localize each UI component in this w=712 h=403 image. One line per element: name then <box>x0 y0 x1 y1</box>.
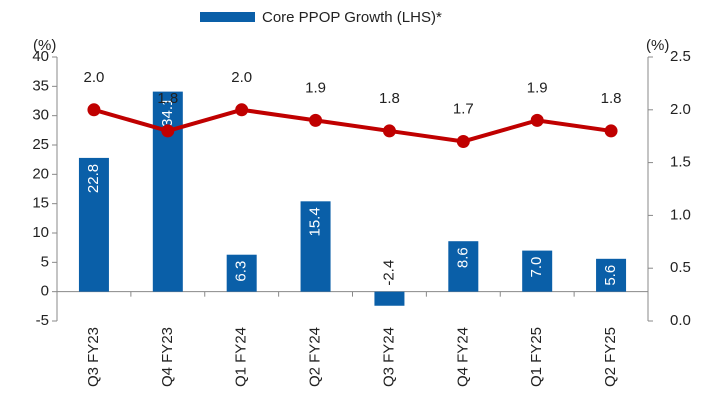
line-value-label: 2.0 <box>84 69 105 86</box>
line-marker <box>604 124 618 138</box>
y-tick-label: -5 <box>36 312 49 329</box>
legend-swatch <box>200 12 255 22</box>
bar-value-label: 5.6 <box>602 265 619 286</box>
bar-value-label: 8.6 <box>454 247 471 268</box>
y2-tick-label: 1.5 <box>670 154 691 171</box>
y2-unit: (%) <box>646 37 669 54</box>
y-tick-label: 30 <box>32 107 49 124</box>
y2-tick-label: 0.0 <box>670 312 691 329</box>
line-marker <box>87 103 101 117</box>
y-tick-label: 25 <box>32 136 49 153</box>
bar <box>448 241 479 292</box>
y-tick-label: 15 <box>32 195 49 212</box>
line-marker <box>235 103 249 117</box>
x-tick-label: Q1 FY25 <box>528 327 545 387</box>
y-tick-label: 40 <box>32 48 49 65</box>
x-tick-label: Q3 FY23 <box>85 327 102 387</box>
bar-value-label: 6.3 <box>233 261 250 282</box>
line-value-label: 1.8 <box>157 90 178 107</box>
bar <box>596 258 627 292</box>
y2-tick-label: 2.0 <box>670 101 691 118</box>
line-value-label: 1.9 <box>305 79 326 96</box>
line-marker <box>530 113 544 127</box>
y-tick-label: 10 <box>32 224 49 241</box>
line-marker <box>382 124 396 138</box>
bar <box>374 291 405 306</box>
y2-tick-label: 2.5 <box>670 48 691 65</box>
line-value-label: 2.0 <box>231 69 252 86</box>
bar-value-label: 34.1 <box>159 98 176 127</box>
legend-label: Core PPOP Growth (LHS)* <box>262 9 442 26</box>
bar <box>226 254 257 292</box>
line-value-label: 1.9 <box>527 79 548 96</box>
x-tick-label: Q4 FY23 <box>159 327 176 387</box>
x-tick-label: Q1 FY24 <box>233 327 250 387</box>
bar-value-label: 15.4 <box>307 207 324 236</box>
y-tick-label: 35 <box>32 77 49 94</box>
line <box>93 107 612 144</box>
line-marker <box>456 134 470 148</box>
x-tick-label: Q2 FY24 <box>307 327 324 387</box>
x-tick-label: Q4 FY24 <box>454 327 471 387</box>
bar-value-label: 22.8 <box>85 164 102 193</box>
y-unit: (%) <box>33 37 56 54</box>
y2-tick-label: 1.0 <box>670 206 691 223</box>
bar-value-label: -2.4 <box>380 260 397 286</box>
bar-value-label: 7.0 <box>528 257 545 278</box>
x-tick-label: Q2 FY25 <box>602 327 619 387</box>
bar <box>78 157 109 292</box>
y2-tick-label: 0.5 <box>670 259 691 276</box>
bar <box>522 250 553 292</box>
line-value-label: 1.8 <box>601 90 622 107</box>
y-tick-label: 0 <box>41 283 49 300</box>
y-tick-label: 20 <box>32 165 49 182</box>
line-marker <box>161 124 175 138</box>
bar <box>300 201 331 292</box>
line-marker <box>309 113 323 127</box>
line-value-label: 1.7 <box>453 100 474 117</box>
line-value-label: 1.8 <box>379 90 400 107</box>
x-tick-label: Q3 FY24 <box>380 327 397 387</box>
y-tick-label: 5 <box>41 253 49 270</box>
